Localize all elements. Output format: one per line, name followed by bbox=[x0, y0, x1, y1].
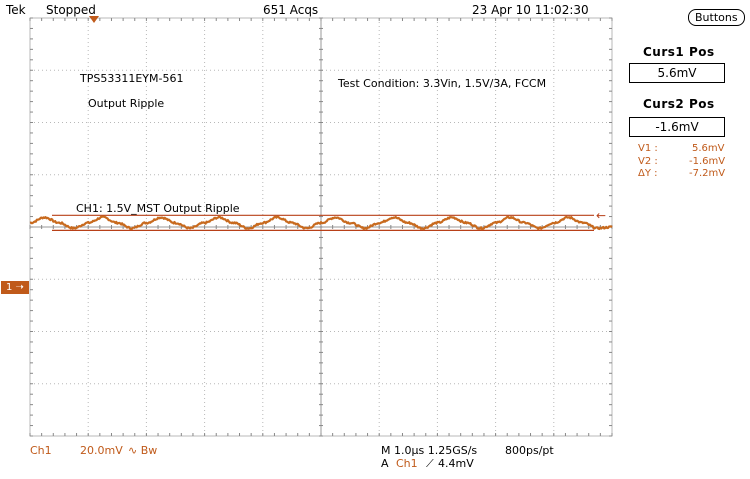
test-condition-label: Test Condition: 3.3Vin, 1.5V/3A, FCCM bbox=[338, 77, 547, 90]
trigger-source-prefix: A bbox=[381, 457, 389, 470]
subject-label: Output Ripple bbox=[88, 97, 165, 110]
left-arrow-icon: ← bbox=[596, 208, 606, 222]
v1-label: V1 : bbox=[638, 143, 658, 154]
v1-value: 5.6mV bbox=[692, 143, 725, 154]
trigger-slope-icon: ⟋ bbox=[426, 457, 434, 470]
datetime-label: 23 Apr 10 11:02:30 bbox=[472, 3, 589, 17]
v2-label: V2 : bbox=[638, 156, 658, 167]
cursor2-value-box[interactable]: -1.6mV bbox=[629, 117, 725, 137]
trigger-level-label: 4.4mV bbox=[438, 457, 474, 470]
delta-v-value: -7.2mV bbox=[689, 168, 726, 179]
channel-1-marker-label: 1 bbox=[6, 282, 13, 293]
v2-value: -1.6mV bbox=[689, 156, 726, 167]
waveform-plot: ← bbox=[29, 16, 613, 437]
acquisition-count: 651 Acqs bbox=[263, 3, 319, 17]
part-number-label: TPS53311EYM-561 bbox=[80, 72, 184, 85]
channel-1-label: Ch1 bbox=[30, 444, 52, 457]
trigger-position-marker bbox=[89, 16, 99, 23]
channel-description-label: CH1: 1.5V_MST Output Ripple bbox=[76, 202, 240, 215]
acquisition-status: Stopped bbox=[46, 3, 96, 17]
delta-v-label: ΔY : bbox=[638, 168, 658, 179]
brand-label: Tek bbox=[6, 3, 26, 17]
channel-1-trace bbox=[29, 215, 613, 231]
right-arrow-icon: ➝ bbox=[12, 282, 24, 293]
cursor1-value-box[interactable]: 5.6mV bbox=[629, 63, 725, 83]
sample-interval-label: 800ps/pt bbox=[505, 444, 554, 457]
trigger-channel-label: Ch1 bbox=[396, 457, 418, 470]
buttons-button[interactable]: Buttons bbox=[688, 9, 745, 26]
vertical-scale-label: 20.0mV bbox=[80, 444, 123, 457]
cursor2-title: Curs2 Pos bbox=[643, 97, 715, 111]
timebase-label: M 1.0µs 1.25GS/s bbox=[381, 444, 478, 457]
coupling-label: ∿ Bw bbox=[128, 444, 158, 457]
channel-1-marker[interactable]: 1 ➝ bbox=[1, 281, 29, 294]
scope-display: ← bbox=[29, 16, 613, 437]
cursor1-title: Curs1 Pos bbox=[643, 45, 715, 59]
